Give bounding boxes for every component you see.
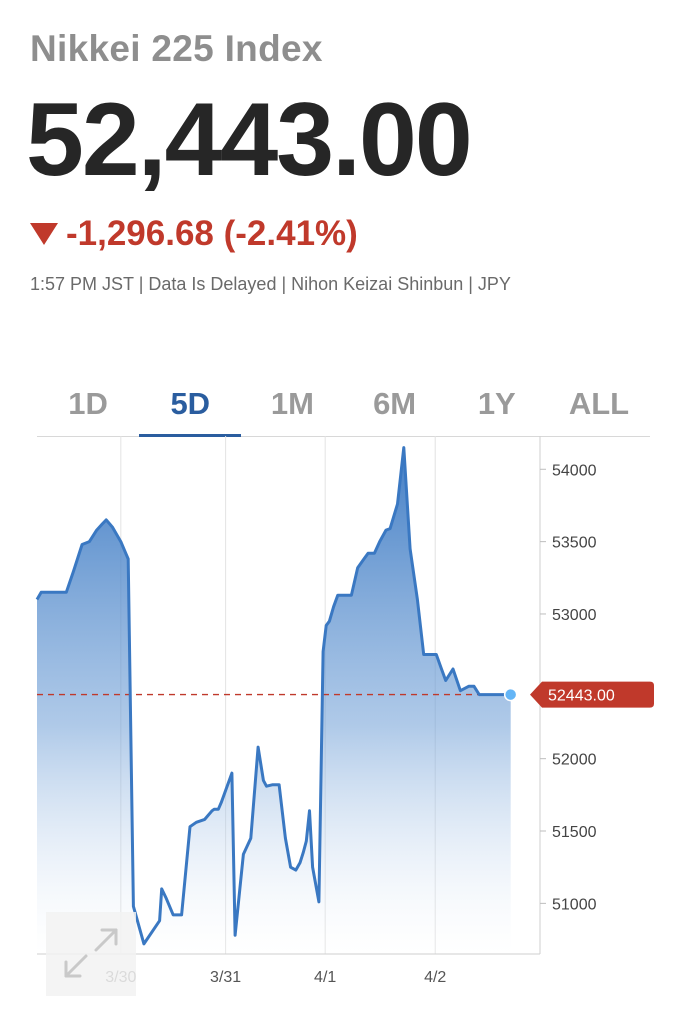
y-tick-label: 52000 [552, 752, 597, 769]
current-price-tag: 52443.00 [530, 681, 654, 708]
tab-all[interactable]: ALL [568, 386, 630, 421]
y-tick-label: 51500 [552, 824, 597, 841]
tab-5d[interactable]: 5D [139, 380, 242, 437]
price-area [37, 447, 511, 954]
tab-1y[interactable]: 1Y [477, 386, 516, 421]
y-tick-label: 54000 [552, 462, 597, 479]
tab-6m[interactable]: 6M [373, 386, 417, 421]
x-tick-label: 3/31 [210, 969, 241, 986]
index-name: Nikkei 225 Index [30, 28, 323, 69]
x-tick-label: 4/1 [314, 969, 336, 986]
current-point-dot [503, 687, 518, 702]
tab-1m[interactable]: 1M [270, 386, 314, 421]
y-tick-label: 53000 [552, 607, 597, 624]
price-tag-shape [530, 681, 654, 708]
meta-line: 1:57 PM JST | Data Is Delayed | Nihon Ke… [30, 274, 511, 294]
down-triangle-icon [30, 223, 58, 245]
current-price: 52,443.00 [26, 82, 473, 198]
price-tag-label: 52443.00 [548, 688, 615, 705]
x-tick-label: 4/2 [424, 969, 446, 986]
expand-button[interactable] [46, 912, 136, 996]
timeframe-tabs: 1D 5D 1M 6M 1Y ALL [37, 380, 650, 437]
y-tick-label: 53500 [552, 535, 597, 552]
expand-diagonal-arrows-icon [64, 928, 118, 978]
change-row: -1,296.68 (-2.41%) [30, 214, 358, 254]
y-tick-label: 51000 [552, 896, 597, 913]
price-change: -1,296.68 (-2.41%) [66, 214, 358, 253]
tab-1d[interactable]: 1D [68, 386, 108, 421]
price-line [35, 446, 511, 946]
